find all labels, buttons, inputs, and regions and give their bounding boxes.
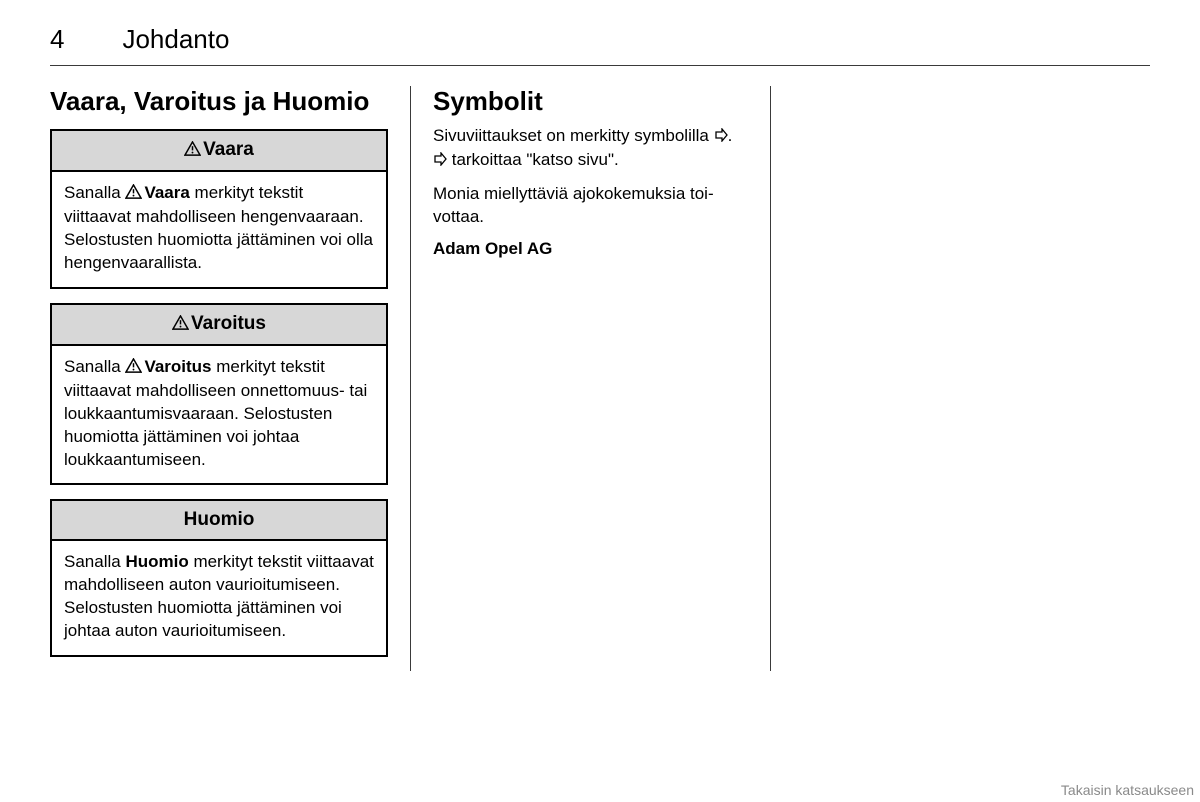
notice-box-header: Varoitus [52,305,386,346]
col1-heading: Vaara, Varoitus ja Huomio [50,86,388,117]
para1-text-a: Sivuviittaukset on merkitty symbo­lilla [433,126,714,145]
para1-text-b: . [728,126,733,145]
column-2: Symbolit Sivuviittaukset on merkitty sym… [410,86,770,671]
body-bold: Vaara [144,183,189,202]
page-number: 4 [50,24,64,55]
warning-icon [184,140,201,162]
column-1: Vaara, Varoitus ja Huomio VaaraSanalla V… [50,86,410,671]
symbols-para-2: Monia miellyttäviä ajokokemuksia toi­vot… [433,183,748,229]
body-bold: Varoitus [144,357,211,376]
warning-icon [172,314,189,336]
notice-box-title: Vaara [203,139,254,160]
chapter-title: Johdanto [122,24,229,55]
arrow-icon [433,150,447,173]
arrow-icon [714,126,728,149]
para1-text-c: tarkoittaa "katso sivu". [447,150,619,169]
body-pre: Sanalla [64,552,125,571]
notice-box-body: Sanalla Vaara merkityt tekstit viittaava… [52,172,386,287]
notice-box-body: Sanalla Huomio merkityt tekstit viittaav… [52,541,386,655]
page-header: 4 Johdanto [50,24,1150,66]
notice-box-title: Huomio [184,509,255,530]
column-3 [770,86,1130,671]
notice-box-0: VaaraSanalla Vaara merkityt tekstit viit… [50,129,388,289]
back-to-overview-link[interactable]: Takaisin katsaukseen [1061,782,1194,798]
notice-box-body: Sanalla Varoitus merkityt tekstit viitta… [52,346,386,484]
notice-box-1: VaroitusSanalla Varoitus merkityt teksti… [50,303,388,486]
warning-icon [125,183,142,206]
symbols-para-1: Sivuviittaukset on merkitty symbo­lilla … [433,125,748,173]
warning-icon [125,357,142,380]
signoff: Adam Opel AG [433,239,748,259]
body-pre: Sanalla [64,357,125,376]
notice-box-2: HuomioSanalla Huomio merkityt tekstit vi… [50,499,388,657]
body-bold: Huomio [125,552,188,571]
notice-box-header: Huomio [52,501,386,541]
notice-box-header: Vaara [52,131,386,172]
notice-box-title: Varoitus [191,313,266,334]
col2-heading: Symbolit [433,86,748,117]
body-pre: Sanalla [64,183,125,202]
content-columns: Vaara, Varoitus ja Huomio VaaraSanalla V… [50,86,1150,671]
